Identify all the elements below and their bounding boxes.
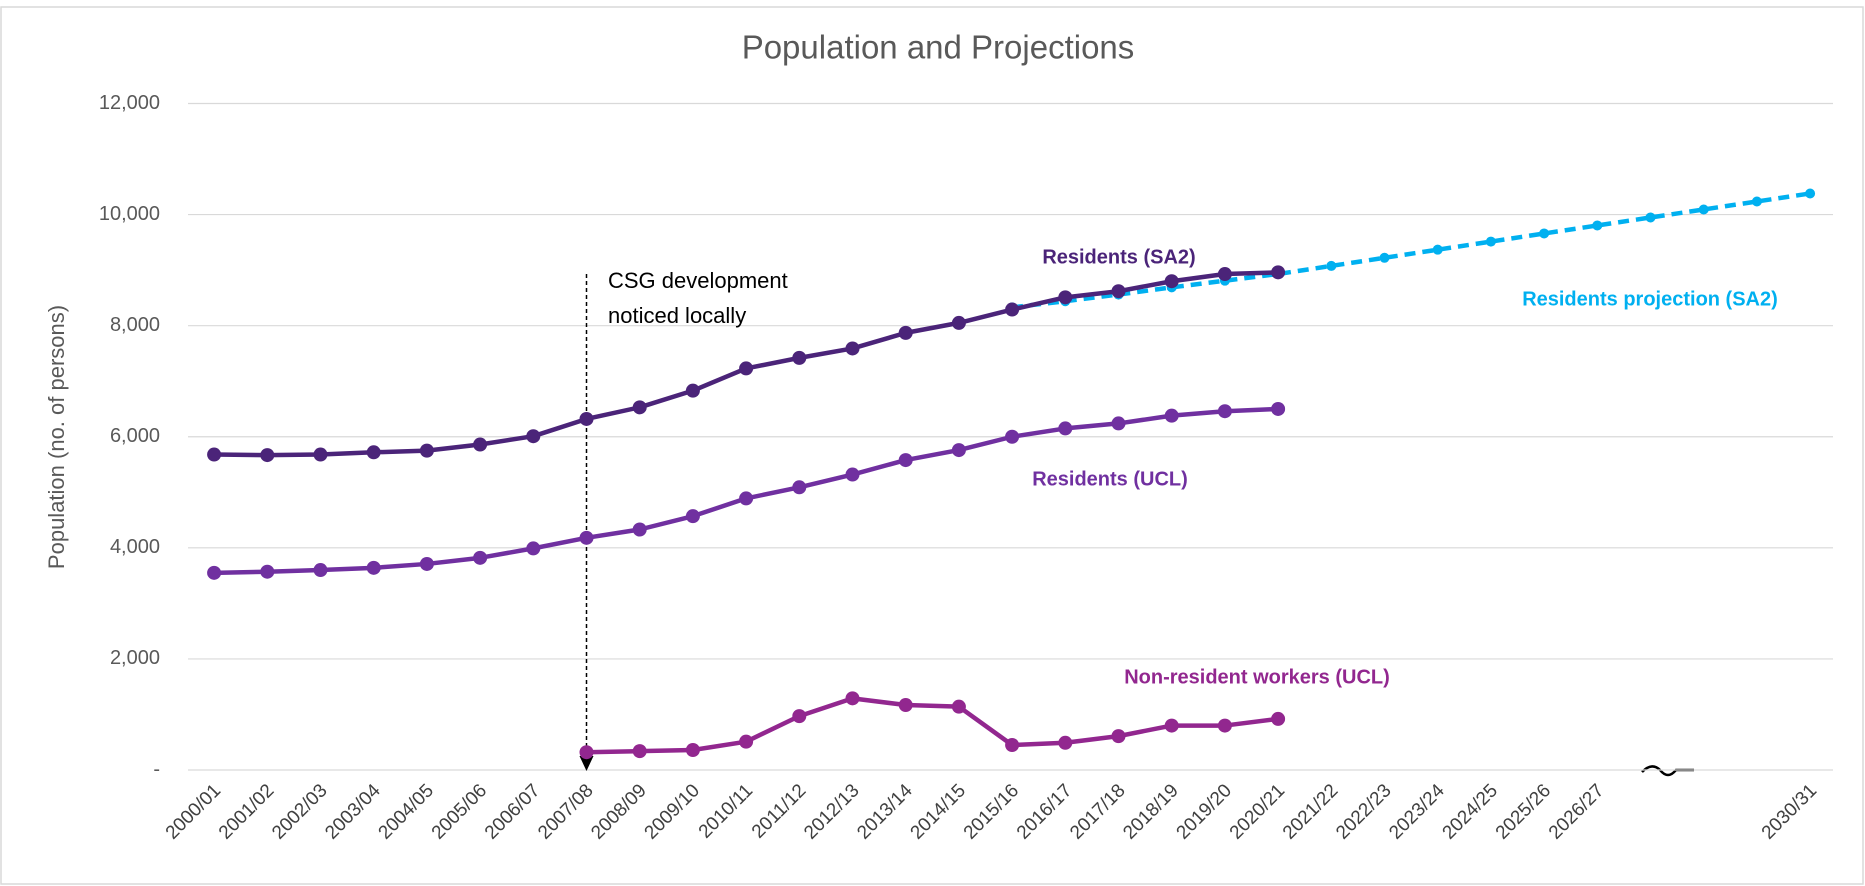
y-tick-label: 6,000 [110, 425, 160, 447]
data-point [845, 467, 860, 482]
data-point [1164, 408, 1179, 423]
data-point [260, 564, 275, 579]
data-point [579, 530, 594, 545]
data-point [1005, 429, 1020, 444]
data-point [1592, 220, 1603, 231]
data-point [951, 443, 966, 458]
data-point [685, 743, 700, 758]
series-line [586, 696, 1279, 755]
annotation-text: CSG development [608, 268, 788, 293]
data-point [1058, 290, 1073, 305]
y-tick-label: 2,000 [110, 647, 160, 669]
data-point [1217, 718, 1232, 733]
data-point [1217, 404, 1232, 419]
data-point [739, 491, 754, 506]
data-point [1805, 188, 1816, 199]
data-point [1326, 260, 1337, 271]
data-point [1058, 421, 1073, 436]
data-point [1271, 401, 1286, 416]
data-point [1164, 718, 1179, 733]
data-point [366, 560, 381, 575]
data-point [1111, 729, 1126, 744]
y-tick-label: 4,000 [110, 536, 160, 558]
annotation-arrowhead [579, 756, 594, 771]
data-point [1645, 212, 1656, 223]
data-point [1271, 711, 1286, 726]
data-point [1379, 252, 1390, 263]
data-point [313, 563, 328, 578]
data-point [473, 550, 488, 565]
chart-title: Population and Projections [742, 29, 1135, 66]
data-point [1058, 735, 1073, 750]
data-point [632, 522, 647, 537]
data-point [951, 699, 966, 714]
y-tick-label: 10,000 [99, 203, 160, 225]
data-point [632, 744, 647, 759]
data-point [685, 383, 700, 398]
data-point [1539, 228, 1550, 239]
data-point [845, 691, 860, 706]
data-point [366, 445, 381, 460]
data-point [792, 350, 807, 365]
data-point [473, 437, 488, 452]
series-line [1011, 191, 1811, 310]
data-point [579, 745, 594, 760]
plot-area: -2,0004,0006,0008,00010,00012,0002000/01… [99, 92, 1833, 844]
y-axis-title: Population (no. of persons) [44, 305, 69, 569]
data-point [1485, 236, 1496, 247]
series-label: Residents (UCL) [1032, 468, 1188, 490]
data-point [1271, 265, 1286, 280]
series-label: Residents projection (SA2) [1522, 288, 1778, 310]
data-point [685, 509, 700, 524]
data-point [1005, 738, 1020, 753]
data-point [632, 400, 647, 415]
series-label: Non-resident workers (UCL) [1124, 666, 1390, 688]
data-point [1111, 416, 1126, 431]
data-point [313, 447, 328, 462]
data-point [739, 361, 754, 376]
data-point [526, 541, 541, 556]
data-point [419, 443, 434, 458]
data-point [898, 453, 913, 468]
data-point [845, 341, 860, 356]
data-point [1164, 274, 1179, 289]
data-point [1432, 244, 1443, 255]
data-point [419, 556, 434, 571]
y-tick-label: 12,000 [99, 92, 160, 114]
data-point [579, 411, 594, 426]
data-point [1751, 196, 1762, 207]
data-point [1111, 284, 1126, 299]
annotation-text: noticed locally [608, 303, 746, 328]
data-point [898, 698, 913, 713]
data-point [792, 709, 807, 724]
series-label: Residents (SA2) [1042, 246, 1195, 268]
y-tick-label: - [153, 758, 160, 780]
data-point [1005, 302, 1020, 317]
chart-border [0, 6, 1864, 885]
data-point [1217, 267, 1232, 282]
data-point [951, 315, 966, 330]
data-point [260, 448, 275, 463]
data-point [1698, 204, 1709, 215]
data-point [207, 447, 222, 462]
data-point [898, 325, 913, 340]
y-tick-label: 8,000 [110, 314, 160, 336]
data-point [792, 480, 807, 495]
data-point [739, 734, 754, 749]
data-point [207, 565, 222, 580]
data-point [526, 429, 541, 444]
